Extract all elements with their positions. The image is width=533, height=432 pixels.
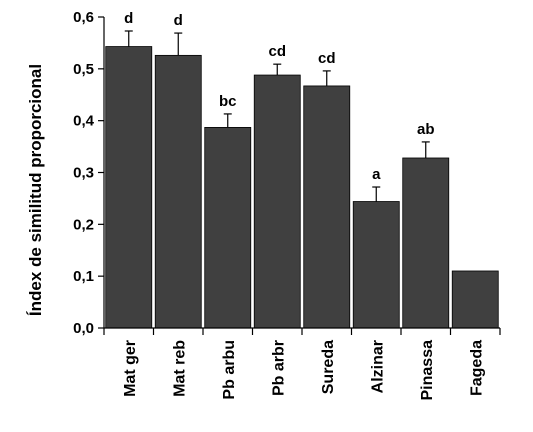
- bar-mat-ger: [105, 46, 153, 329]
- significance-label: d: [174, 12, 183, 29]
- significance-label: d: [124, 10, 133, 27]
- bar-mat-reb: [154, 54, 202, 329]
- y-tick-label: 0,1: [73, 268, 94, 285]
- y-tick-label: 0,5: [73, 61, 94, 78]
- bar-pinassa: [402, 157, 450, 329]
- y-tick-label: 0,0: [73, 320, 94, 337]
- bar-fageda: [451, 270, 499, 329]
- bar-sureda: [303, 85, 351, 329]
- y-tick-label: 0,4: [73, 113, 95, 130]
- x-category-label: Mat ger: [122, 340, 139, 397]
- y-axis-title: Índex de similitud proporcional: [26, 64, 45, 316]
- x-category-label: Pinassa: [419, 340, 436, 401]
- y-tick-label: 0,2: [73, 216, 94, 233]
- x-category-label: Pb arbu: [221, 340, 238, 400]
- bar-pb-arbr: [253, 74, 301, 329]
- x-category-label: Pb arbr: [270, 340, 287, 396]
- significance-label: ab: [417, 121, 435, 138]
- significance-label: cd: [268, 43, 286, 60]
- significance-label: a: [372, 166, 381, 183]
- significance-label: bc: [219, 93, 237, 110]
- x-category-label: Fageda: [468, 340, 485, 396]
- x-category-label: Sureda: [320, 340, 337, 394]
- x-category-label: Alzinar: [369, 340, 386, 393]
- y-tick-label: 0,3: [73, 165, 94, 182]
- y-tick-label: 0,6: [73, 9, 94, 26]
- x-category-label: Mat reb: [171, 340, 188, 397]
- bar-alzinar: [352, 201, 400, 329]
- significance-label: cd: [318, 50, 336, 67]
- bar-pb-arbu: [204, 127, 252, 329]
